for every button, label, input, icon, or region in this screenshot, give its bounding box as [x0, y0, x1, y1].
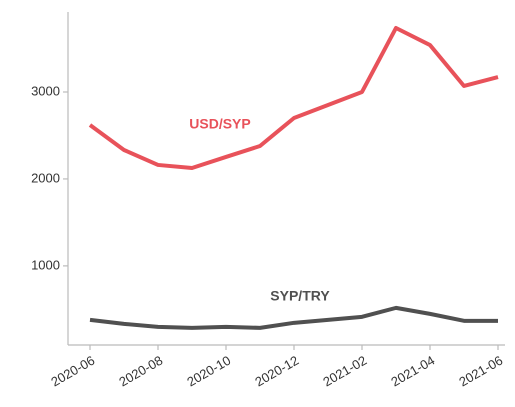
y-tick-label: 3000 — [31, 83, 60, 98]
x-tick-label: 2020-12 — [252, 353, 301, 390]
x-tick-label: 2021-04 — [388, 353, 437, 390]
series-label: SYP/TRY — [270, 288, 330, 304]
x-tick-label: 2020-08 — [116, 353, 165, 390]
x-tick-label: 2020-10 — [184, 353, 233, 390]
x-tick-label: 2021-02 — [320, 353, 369, 390]
series-line — [89, 305, 498, 330]
series-label: USD/SYP — [189, 116, 250, 132]
x-tick-label: 2020-06 — [48, 353, 97, 390]
y-tick-label: 1000 — [31, 257, 60, 272]
x-tick-label: 2021-06 — [456, 353, 505, 390]
y-tick-label: 2000 — [31, 170, 60, 185]
series-line — [88, 25, 499, 170]
